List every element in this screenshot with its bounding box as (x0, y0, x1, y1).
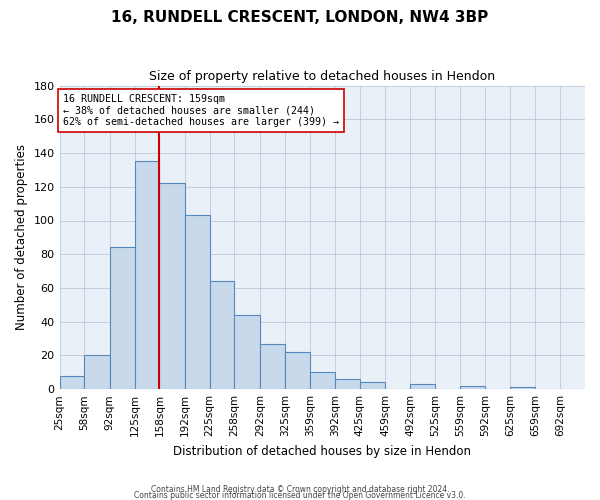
Bar (209, 281, 235, 389)
Text: Contains HM Land Registry data © Crown copyright and database right 2024.: Contains HM Land Registry data © Crown c… (151, 484, 449, 494)
Bar (360, 382, 385, 389)
Bar (185, 216, 209, 389)
Bar (59, 376, 85, 389)
Bar (235, 315, 260, 389)
Text: 16, RUNDELL CRESCENT, LONDON, NW4 3BP: 16, RUNDELL CRESCENT, LONDON, NW4 3BP (112, 10, 488, 25)
Y-axis label: Number of detached properties: Number of detached properties (15, 144, 28, 330)
X-axis label: Distribution of detached houses by size in Hendon: Distribution of detached houses by size … (173, 444, 471, 458)
Bar (85, 356, 110, 389)
Title: Size of property relative to detached houses in Hendon: Size of property relative to detached ho… (149, 70, 496, 83)
Bar (460, 386, 485, 389)
Bar (310, 372, 335, 389)
Bar (510, 388, 535, 389)
Bar (260, 344, 285, 389)
Bar (134, 162, 160, 389)
Bar (285, 352, 310, 389)
Text: 16 RUNDELL CRESCENT: 159sqm
← 38% of detached houses are smaller (244)
62% of se: 16 RUNDELL CRESCENT: 159sqm ← 38% of det… (63, 94, 339, 127)
Bar (160, 184, 185, 389)
Bar (335, 379, 360, 389)
Text: Contains public sector information licensed under the Open Government Licence v3: Contains public sector information licen… (134, 490, 466, 500)
Bar (410, 384, 435, 389)
Bar (110, 248, 134, 389)
